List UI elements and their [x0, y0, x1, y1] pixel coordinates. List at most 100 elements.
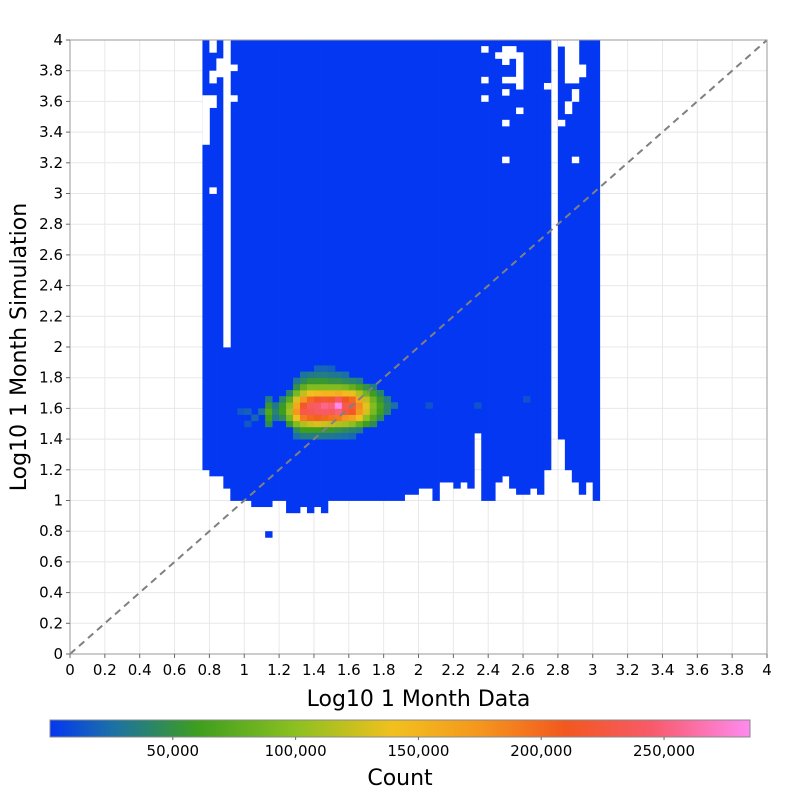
- x-tick-label: 0.6: [163, 661, 187, 679]
- colorbar-label: Count: [367, 766, 433, 791]
- heatmap-cell: [355, 402, 364, 409]
- heatmap-cell: [369, 402, 378, 409]
- heatmap-cell: [251, 40, 273, 508]
- y-axis-ticks: 0 0.2 0.4 0.6 0.8 1 1.2 1.4 1.6 1.8 2 2.2 2.4 2.6 2.8 3…: [39, 31, 70, 663]
- heatmap-cell: [334, 426, 343, 434]
- heatmap-cell: [306, 371, 315, 379]
- heatmap-cell: [320, 420, 329, 428]
- heatmap-cell: [362, 408, 371, 415]
- heatmap-cell: [460, 40, 468, 483]
- heatmap-cell: [293, 402, 301, 409]
- heatmap-cell: [362, 414, 371, 422]
- heatmap-cell: [320, 432, 329, 440]
- heatmap-cell: [313, 377, 322, 385]
- heatmap-cell: [313, 383, 322, 391]
- heatmap-cell: [334, 389, 343, 397]
- empty-cell: [223, 40, 231, 348]
- heatmap-cell: [467, 40, 475, 489]
- heatmap-cells: [202, 40, 601, 538]
- x-axis-label: Log10 1 Month Data: [307, 687, 531, 712]
- x-tick-label: 3.6: [685, 661, 709, 679]
- y-tick-label: 2.8: [39, 215, 63, 233]
- empty-cell: [564, 40, 580, 84]
- empty-cell: [230, 64, 238, 72]
- heatmap-cell: [348, 426, 357, 434]
- heatmap-cell: [258, 408, 266, 415]
- colorbar: [49, 719, 751, 738]
- heatmap-cell: [327, 365, 336, 372]
- heatmap-cell: [320, 408, 329, 415]
- heatmap-cell: [286, 408, 294, 415]
- heatmap-cell: [293, 389, 301, 397]
- heatmap-cell: [348, 383, 357, 391]
- heatmap-cell: [300, 371, 308, 379]
- heatmap-cell: [300, 402, 308, 409]
- heatmap-cell: [341, 432, 350, 440]
- heatmap-cell: [495, 40, 503, 483]
- heatmap-cell: [279, 396, 287, 403]
- heatmap-cell: [585, 40, 594, 483]
- x-tick-label: 1.2: [267, 661, 291, 679]
- heatmap-cell: [327, 408, 336, 415]
- heatmap-cell: [209, 40, 224, 477]
- heatmap-cell: [327, 383, 336, 391]
- y-tick-label: 0.8: [39, 522, 63, 540]
- heatmap-cell: [348, 408, 357, 415]
- heatmap-cell: [313, 402, 322, 409]
- x-tick-label: 4: [762, 661, 772, 679]
- x-tick-label: 3: [588, 661, 598, 679]
- heatmap-cell: [300, 396, 308, 403]
- y-tick-label: 3.2: [39, 154, 63, 172]
- y-axis-label: Log10 1 Month Simulation: [7, 203, 32, 491]
- heatmap-cell: [425, 402, 433, 409]
- x-tick-label: 2.4: [476, 661, 500, 679]
- heatmap-cell: [327, 389, 336, 397]
- heatmap-cell: [355, 377, 364, 385]
- heatmap-cell: [320, 383, 329, 391]
- heatmap-cell: [279, 414, 287, 422]
- heatmap-cell: [341, 396, 350, 403]
- heatmap-cell: [306, 383, 315, 391]
- colorbar-tick-label: 50,000: [147, 742, 200, 760]
- heatmap-cell: [320, 377, 329, 385]
- heatmap-cell: [300, 408, 308, 415]
- heatmap-cell: [341, 414, 350, 422]
- heatmap-cell: [362, 420, 371, 428]
- heatmap-cell: [313, 396, 322, 403]
- heatmap-cell: [272, 408, 280, 415]
- empty-cell: [209, 95, 217, 108]
- heatmap-cell: [355, 414, 364, 422]
- empty-cell: [209, 40, 217, 53]
- heatmap-cell: [362, 389, 371, 397]
- heatmap-cell: [320, 389, 329, 397]
- heatmap-cell: [369, 383, 378, 391]
- heatmap-cell: [536, 40, 545, 495]
- y-tick-label: 0.6: [39, 553, 63, 571]
- y-tick-label: 4: [53, 31, 63, 49]
- heatmap-cell: [320, 396, 329, 403]
- colorbar-ticks: 50,000 100,000 150,000 200,000 250,000: [147, 737, 695, 760]
- empty-cell: [481, 95, 489, 102]
- heatmap-cell: [362, 396, 371, 403]
- empty-cell: [571, 156, 580, 164]
- y-tick-label: 2.4: [39, 277, 63, 295]
- heatmap-cell: [355, 426, 364, 434]
- x-axis-ticks: 0 0.2 0.4 0.6 0.8 1 1.2 1.4 1.6 1.8 2 2.2 2.4 2.6 2.8 3…: [65, 654, 772, 679]
- y-tick-label: 0: [53, 645, 63, 663]
- heatmap-cell: [369, 389, 378, 397]
- empty-cell: [502, 76, 510, 84]
- heatmap-cell: [369, 396, 378, 403]
- heatmap-cell: [348, 432, 357, 440]
- heatmap-cell: [362, 383, 371, 391]
- heatmap-cell: [327, 396, 336, 403]
- heatmap-cell: [313, 365, 322, 372]
- empty-cell: [502, 119, 510, 127]
- heatmap-cell: [293, 420, 301, 428]
- heatmap-cell: [341, 383, 350, 391]
- heatmap-cell: [327, 371, 336, 379]
- heatmap-cell: [313, 40, 322, 508]
- heatmap-cell: [313, 389, 322, 397]
- heatmap-cell: [348, 396, 357, 403]
- heatmap-cell: [327, 377, 336, 385]
- heatmap-cell: [293, 432, 301, 440]
